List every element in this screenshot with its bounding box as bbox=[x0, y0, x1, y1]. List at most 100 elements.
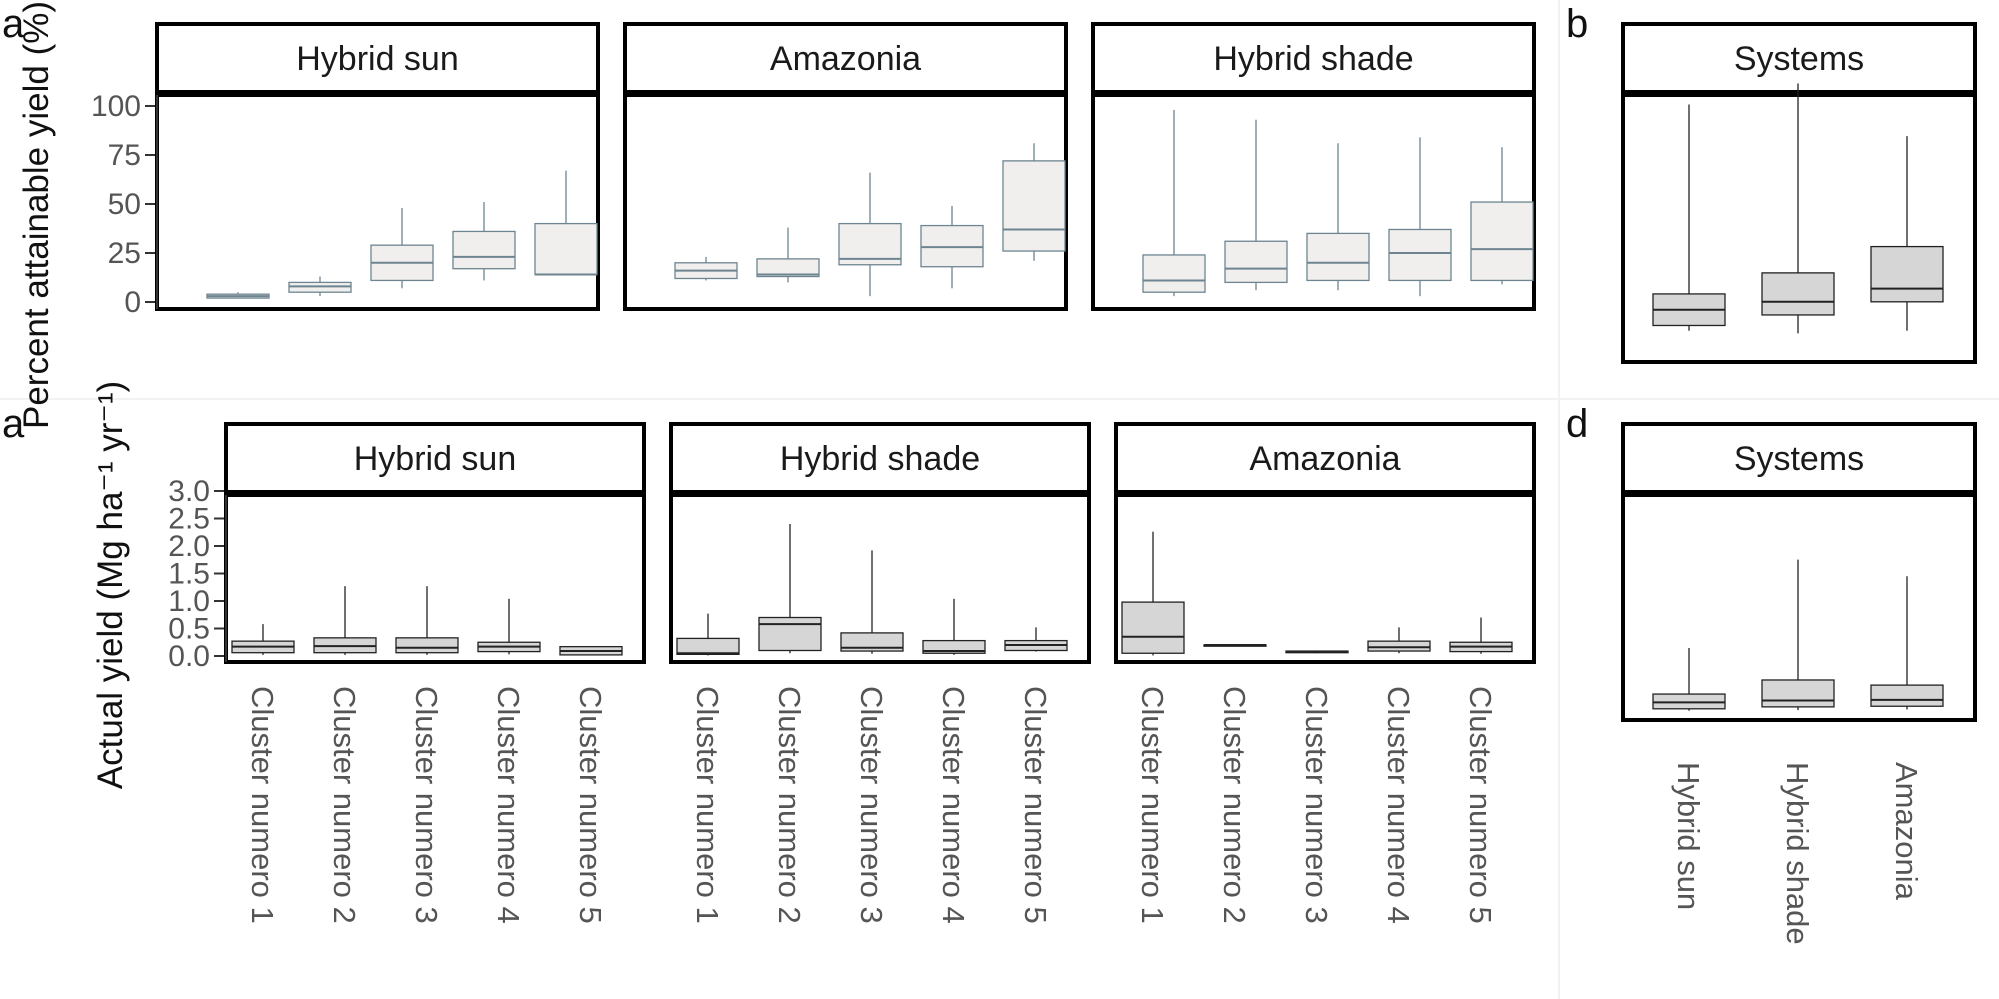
bottom-facet-1-box-4 bbox=[477, 598, 541, 655]
bottom-facet-2-box-3 bbox=[840, 550, 904, 654]
bottom-y-axis-title: Actual yield (Mg ha⁻¹ yr⁻¹) bbox=[91, 381, 130, 789]
panel-letter-4: d bbox=[1566, 402, 1588, 446]
bottom-facet-2-box-4 bbox=[922, 598, 986, 655]
top-facet-2-box-3 bbox=[838, 172, 902, 297]
top-facet-2-box-2 bbox=[756, 227, 820, 283]
bottom-facet-3-x-label-5: Cluster numero 5 bbox=[1463, 686, 1498, 924]
top-facet-3-box-4-box bbox=[1388, 228, 1452, 282]
top-facet-1-box-4 bbox=[452, 202, 516, 281]
bottom-y-tick-0.5: 0.5 bbox=[168, 613, 210, 646]
top-systems-box-2 bbox=[1761, 83, 1835, 334]
top-facet-3-strip-label: Hybrid shade bbox=[1213, 40, 1413, 78]
bottom-facet-1-box-1 bbox=[231, 624, 295, 655]
top-facet-3-box-1-box bbox=[1142, 254, 1206, 293]
bottom-systems-x-label-2: Hybrid shade bbox=[1780, 762, 1815, 945]
bottom-facet-3-panel bbox=[1114, 493, 1536, 664]
top-systems-facet-strip bbox=[1621, 22, 1977, 94]
top-facet-1-box-1 bbox=[206, 292, 270, 299]
bottom-facet-3-box-1-box bbox=[1121, 601, 1185, 654]
bottom-facet-2-box-2 bbox=[758, 524, 822, 654]
top-systems-box-1 bbox=[1652, 104, 1726, 331]
top-facet-3-box-3 bbox=[1306, 143, 1370, 291]
top-facet-2-box-2-box bbox=[756, 258, 820, 278]
bottom-facet-3-strip bbox=[1114, 422, 1536, 494]
top-facet-2-strip bbox=[623, 22, 1068, 94]
bottom-facet-3-box-1 bbox=[1121, 531, 1185, 656]
top-facet-1-strip-label: Hybrid sun bbox=[296, 40, 459, 78]
bottom-facet-3-box-2 bbox=[1203, 644, 1267, 647]
bottom-facet-1-box-3-box bbox=[395, 637, 459, 654]
bottom-facet-2-x-label-5: Cluster numero 5 bbox=[1018, 686, 1053, 924]
top-facet-3-strip bbox=[1091, 22, 1536, 94]
bottom-facet-3-box-3 bbox=[1285, 650, 1349, 654]
bottom-facet-1-strip bbox=[224, 422, 646, 494]
top-systems-box-3-box bbox=[1870, 245, 1944, 303]
bottom-facet-1-x-label-3: Cluster numero 3 bbox=[409, 686, 444, 924]
bottom-facet-1-box-3 bbox=[395, 586, 459, 655]
top-facet-1-box-4-box bbox=[452, 230, 516, 270]
bottom-facet-3-x-label-3: Cluster numero 3 bbox=[1299, 686, 1334, 924]
bottom-facet-1-x-label-4: Cluster numero 4 bbox=[491, 686, 526, 924]
top-y-tick-75: 75 bbox=[108, 139, 141, 172]
bottom-y-tick-2.0: 2.0 bbox=[168, 530, 210, 563]
bottom-facet-2-box-2-box bbox=[758, 616, 822, 652]
top-facet-3-box-1 bbox=[1142, 109, 1206, 297]
top-systems-facet-strip-label: Systems bbox=[1734, 40, 1864, 78]
bottom-facet-1-panel bbox=[224, 493, 646, 664]
bottom-systems-x-label-3: Amazonia bbox=[1889, 762, 1924, 901]
bottom-facet-3-strip-label: Amazonia bbox=[1249, 440, 1400, 478]
bottom-systems-box-3 bbox=[1870, 576, 1944, 710]
top-systems-box-3 bbox=[1870, 136, 1944, 331]
top-facet-3-box-2-box bbox=[1224, 240, 1288, 284]
bottom-facet-2-box-5 bbox=[1004, 627, 1068, 652]
top-systems-box-2-box bbox=[1761, 272, 1835, 316]
top-facet-1-strip bbox=[155, 22, 600, 94]
bottom-y-tick-1.0: 1.0 bbox=[168, 585, 210, 618]
top-facet-1-box-3 bbox=[370, 207, 434, 289]
top-facet-3-box-5 bbox=[1470, 147, 1534, 285]
bottom-facet-3-x-label-4: Cluster numero 4 bbox=[1381, 686, 1416, 924]
bottom-facet-1-strip-label: Hybrid sun bbox=[354, 440, 517, 478]
top-facet-1-box-2 bbox=[288, 276, 352, 297]
top-facet-3-box-4 bbox=[1388, 137, 1452, 297]
bottom-facet-3-x-label-1: Cluster numero 1 bbox=[1135, 686, 1170, 924]
bottom-facet-2-x-label-1: Cluster numero 1 bbox=[690, 686, 725, 924]
bottom-facet-3-box-5 bbox=[1449, 617, 1513, 654]
bottom-systems-x-label-1: Hybrid sun bbox=[1671, 762, 1706, 910]
bottom-systems-box-2-box bbox=[1761, 679, 1835, 708]
bottom-systems-box-3-box bbox=[1870, 684, 1944, 707]
top-facet-2-box-5 bbox=[1002, 143, 1066, 261]
bottom-facet-3-box-4 bbox=[1367, 627, 1431, 654]
bottom-y-tick-1.5: 1.5 bbox=[168, 558, 210, 591]
top-facet-1-box-5-box bbox=[534, 222, 598, 276]
panel-letter-1: a bbox=[2, 2, 25, 46]
bottom-systems-box-2 bbox=[1761, 559, 1835, 711]
bottom-facet-3-box-4-box bbox=[1367, 640, 1431, 652]
panel-letter-2: b bbox=[1566, 2, 1588, 46]
bottom-y-tick-3.0: 3.0 bbox=[168, 475, 210, 508]
bottom-facet-2-strip-label: Hybrid shade bbox=[780, 440, 980, 478]
bottom-facet-1-x-label-5: Cluster numero 5 bbox=[573, 686, 608, 924]
top-facet-2-strip-label: Amazonia bbox=[770, 40, 921, 78]
top-facet-3-box-3-box bbox=[1306, 232, 1370, 282]
bottom-facet-1-x-label-1: Cluster numero 1 bbox=[245, 686, 280, 924]
bottom-facet-1-box-5 bbox=[559, 646, 623, 656]
bottom-facet-2-box-1-box bbox=[676, 637, 740, 656]
panel-letter-3: a bbox=[2, 402, 25, 446]
top-facet-2-box-5-box bbox=[1002, 160, 1066, 252]
top-y-tick-0: 0 bbox=[124, 286, 141, 319]
bottom-facet-1-box-2 bbox=[313, 586, 377, 655]
bottom-systems-box-1 bbox=[1652, 647, 1726, 711]
bottom-systems-facet-strip-label: Systems bbox=[1734, 440, 1864, 478]
bottom-facet-2-x-label-4: Cluster numero 4 bbox=[936, 686, 971, 924]
bottom-facet-3-x-label-2: Cluster numero 2 bbox=[1217, 686, 1252, 924]
bottom-facet-2-strip bbox=[669, 422, 1091, 494]
top-y-tick-50: 50 bbox=[108, 188, 141, 221]
top-facet-3-box-5-box bbox=[1470, 201, 1534, 282]
bottom-facet-2-box-3-box bbox=[840, 632, 904, 652]
bottom-facet-2-x-label-2: Cluster numero 2 bbox=[772, 686, 807, 924]
bottom-facet-2-box-1 bbox=[676, 613, 740, 656]
top-y-tick-100: 100 bbox=[91, 90, 141, 123]
top-facet-2-box-1 bbox=[674, 256, 738, 281]
bottom-systems-facet-strip bbox=[1621, 422, 1977, 494]
